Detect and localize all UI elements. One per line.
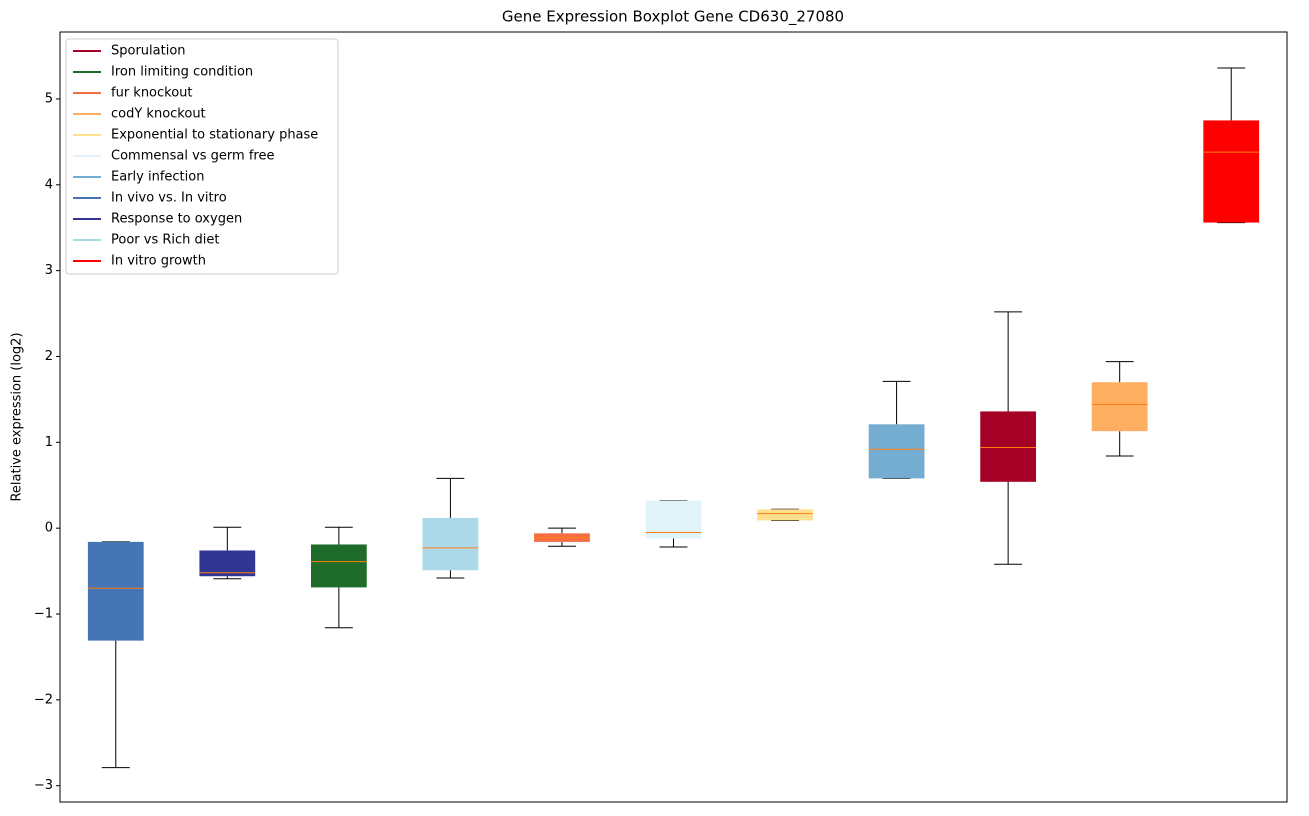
- box: [1203, 120, 1260, 223]
- y-tick-label: 2: [45, 349, 53, 364]
- box: [199, 550, 256, 577]
- box: [868, 424, 925, 479]
- legend-label: In vitro growth: [111, 254, 206, 269]
- box: [1091, 382, 1148, 432]
- chart-title: Gene Expression Boxplot Gene CD630_27080: [502, 8, 844, 27]
- box: [757, 509, 813, 521]
- y-tick-label: 3: [45, 263, 53, 278]
- y-tick-label: −3: [34, 778, 53, 793]
- legend-label: Response to oxygen: [111, 212, 242, 227]
- y-tick-label: −2: [34, 692, 53, 707]
- box: [310, 544, 367, 588]
- box: [87, 541, 144, 641]
- box: [422, 517, 479, 571]
- y-tick-label: 1: [45, 435, 53, 450]
- legend-label: Early infection: [111, 170, 204, 185]
- legend-label: Iron limiting condition: [111, 65, 253, 80]
- y-tick-label: 5: [45, 91, 53, 106]
- legend-label: Commensal vs germ free: [111, 149, 274, 164]
- legend-label: codY knockout: [111, 107, 206, 122]
- y-tick-label: 0: [45, 521, 53, 536]
- y-tick-label: −1: [34, 607, 53, 622]
- y-tick-label: 4: [45, 177, 53, 192]
- legend-label: In vivo vs. In vitro: [111, 191, 227, 206]
- y-axis-label: Relative expression (log2): [10, 332, 25, 501]
- legend-label: fur knockout: [111, 86, 193, 101]
- legend-label: Exponential to stationary phase: [111, 128, 318, 143]
- plot-frame: [59, 31, 1288, 803]
- legend-frame: [65, 38, 339, 275]
- legend-label: Poor vs Rich diet: [111, 233, 219, 248]
- box: [980, 411, 1037, 482]
- legend-label: Sporulation: [111, 44, 186, 59]
